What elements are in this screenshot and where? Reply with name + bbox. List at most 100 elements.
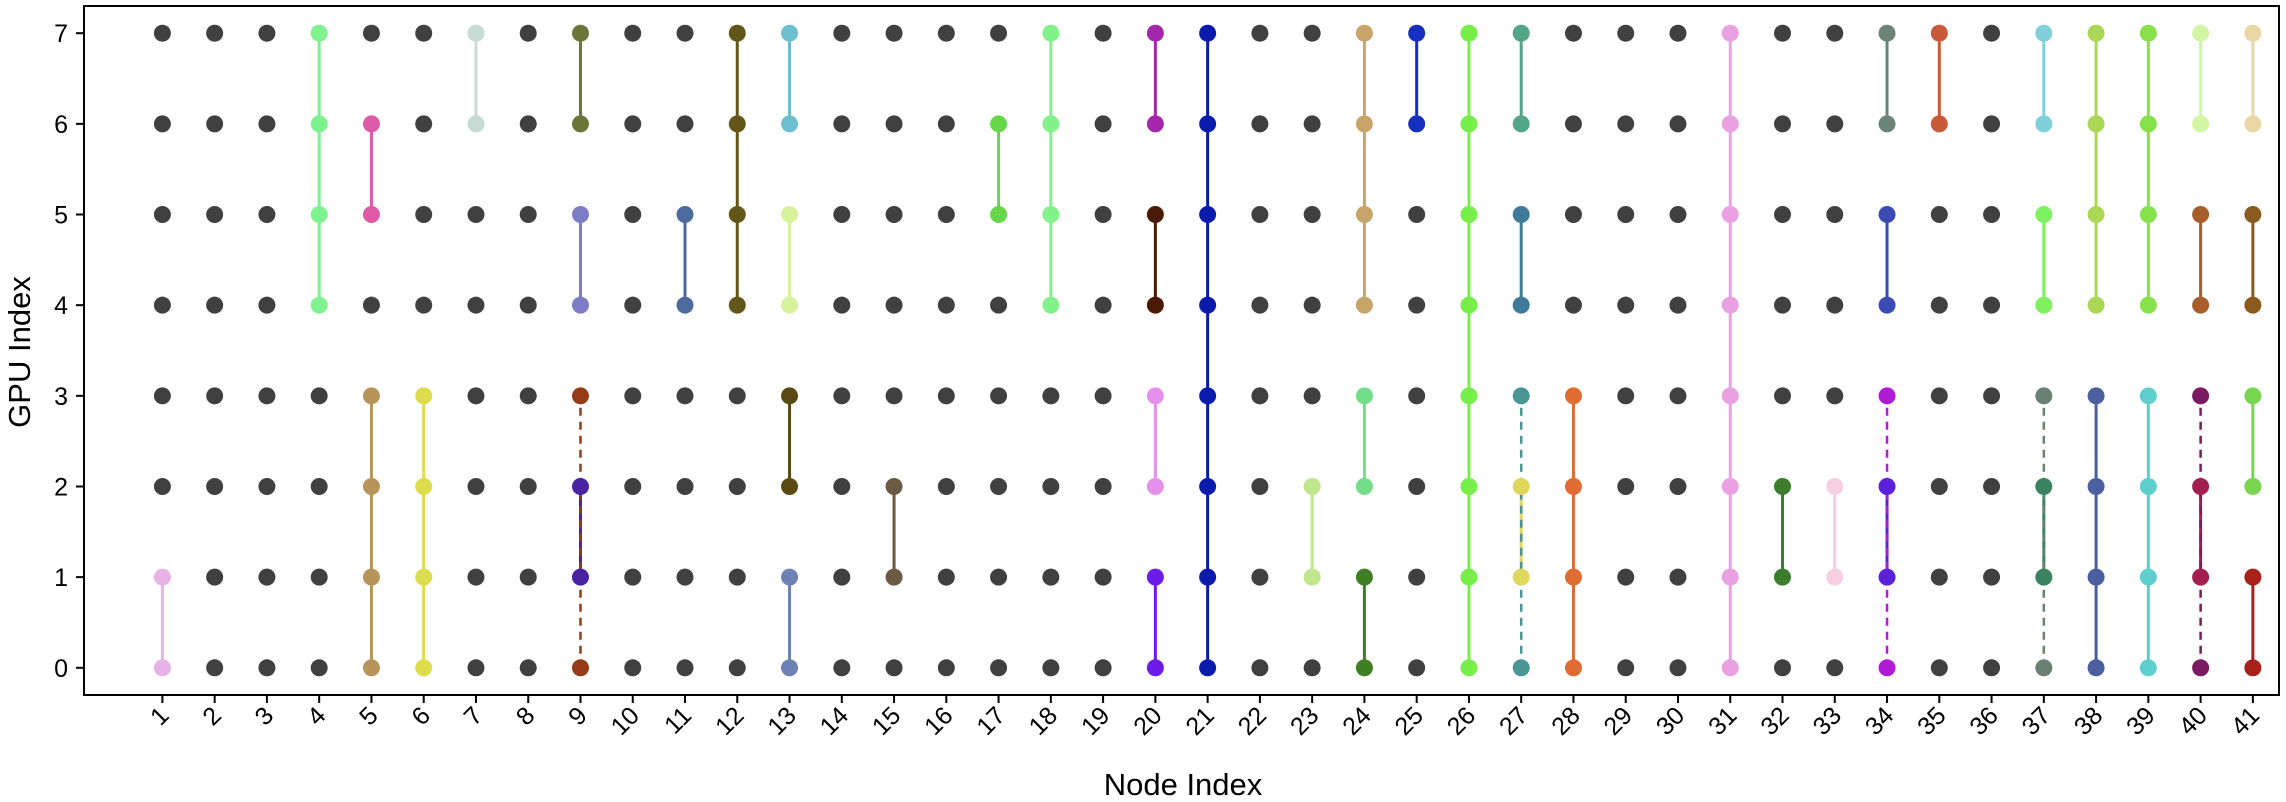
- allocated-gpu-point: [2192, 659, 2210, 677]
- x-tick-label: 40: [2173, 701, 2212, 740]
- x-tick-label: 38: [2069, 701, 2108, 740]
- idle-gpu-point: [258, 296, 276, 314]
- y-tick-label: 0: [54, 655, 68, 683]
- x-tick-label: 2: [197, 701, 227, 731]
- allocated-gpu-point: [1199, 568, 1217, 586]
- allocated-gpu-point: [2035, 568, 2053, 586]
- gpu-points: [153, 24, 2262, 677]
- idle-gpu-point: [1408, 206, 1426, 224]
- idle-gpu-point: [833, 206, 851, 224]
- idle-gpu-point: [153, 296, 171, 314]
- idle-gpu-point: [206, 659, 224, 677]
- idle-gpu-point: [1983, 568, 2001, 586]
- x-tick-label: 12: [710, 701, 749, 740]
- allocated-gpu-point: [310, 115, 328, 133]
- allocated-gpu-point: [2244, 24, 2262, 42]
- idle-gpu-point: [624, 24, 642, 42]
- idle-gpu-point: [728, 387, 746, 405]
- allocated-gpu-point: [2139, 659, 2157, 677]
- allocated-gpu-point: [1199, 24, 1217, 42]
- idle-gpu-point: [676, 387, 694, 405]
- allocated-gpu-point: [1146, 477, 1164, 495]
- idle-gpu-point: [1564, 206, 1582, 224]
- allocated-gpu-point: [1878, 387, 1896, 405]
- idle-gpu-point: [1408, 477, 1426, 495]
- allocated-gpu-point: [728, 296, 746, 314]
- allocated-gpu-point: [362, 206, 380, 224]
- allocated-gpu-point: [990, 115, 1008, 133]
- y-tick-label: 6: [54, 111, 68, 139]
- idle-gpu-point: [885, 206, 903, 224]
- idle-gpu-point: [206, 115, 224, 133]
- idle-gpu-point: [1042, 387, 1060, 405]
- allocated-gpu-point: [1460, 206, 1478, 224]
- allocated-gpu-point: [1826, 568, 1844, 586]
- allocated-gpu-point: [1199, 387, 1217, 405]
- x-tick-label: 19: [1076, 701, 1115, 740]
- idle-gpu-point: [206, 206, 224, 224]
- idle-gpu-point: [1303, 24, 1321, 42]
- idle-gpu-point: [467, 387, 485, 405]
- allocated-gpu-point: [1199, 659, 1217, 677]
- allocated-gpu-point: [310, 296, 328, 314]
- x-tick-label: 17: [971, 701, 1010, 740]
- allocated-gpu-point: [571, 659, 589, 677]
- allocated-gpu-point: [1878, 477, 1896, 495]
- idle-gpu-point: [1774, 206, 1792, 224]
- idle-gpu-point: [1669, 296, 1687, 314]
- allocated-gpu-point: [2035, 206, 2053, 224]
- idle-gpu-point: [1983, 477, 2001, 495]
- idle-gpu-point: [833, 477, 851, 495]
- idle-gpu-point: [467, 659, 485, 677]
- idle-gpu-point: [1251, 387, 1269, 405]
- allocated-gpu-point: [362, 115, 380, 133]
- idle-gpu-point: [258, 387, 276, 405]
- allocated-gpu-point: [2244, 477, 2262, 495]
- allocated-gpu-point: [571, 24, 589, 42]
- allocated-gpu-point: [362, 568, 380, 586]
- allocated-gpu-point: [467, 115, 485, 133]
- y-tick-label: 3: [54, 383, 68, 411]
- idle-gpu-point: [624, 659, 642, 677]
- idle-gpu-point: [1251, 296, 1269, 314]
- idle-gpu-point: [1930, 387, 1948, 405]
- allocated-gpu-point: [2087, 659, 2105, 677]
- allocated-gpu-point: [2035, 659, 2053, 677]
- idle-gpu-point: [1617, 115, 1635, 133]
- idle-gpu-point: [624, 206, 642, 224]
- idle-gpu-point: [1774, 387, 1792, 405]
- idle-gpu-point: [519, 659, 537, 677]
- allocated-gpu-point: [728, 24, 746, 42]
- allocated-gpu-point: [676, 206, 694, 224]
- allocated-gpu-point: [2192, 24, 2210, 42]
- allocated-gpu-point: [1146, 115, 1164, 133]
- idle-gpu-point: [1983, 659, 2001, 677]
- allocated-gpu-point: [2087, 206, 2105, 224]
- idle-gpu-point: [1564, 296, 1582, 314]
- x-tick-label: 14: [815, 701, 855, 741]
- idle-gpu-point: [885, 24, 903, 42]
- idle-gpu-point: [833, 115, 851, 133]
- idle-gpu-point: [1930, 568, 1948, 586]
- allocated-gpu-point: [571, 568, 589, 586]
- y-tick-label: 7: [54, 20, 68, 48]
- idle-gpu-point: [990, 387, 1008, 405]
- allocated-gpu-point: [2087, 115, 2105, 133]
- allocated-gpu-point: [1564, 568, 1582, 586]
- idle-gpu-point: [206, 568, 224, 586]
- idle-gpu-point: [676, 568, 694, 586]
- allocated-gpu-point: [2087, 387, 2105, 405]
- plot-frame: [83, 5, 2280, 696]
- allocated-gpu-point: [2244, 387, 2262, 405]
- x-axis-label: Node Index: [1104, 767, 1263, 802]
- x-tick-label: 8: [511, 701, 541, 731]
- allocated-gpu-point: [571, 477, 589, 495]
- allocated-gpu-point: [1199, 115, 1217, 133]
- x-tick-label: 10: [606, 701, 645, 740]
- idle-gpu-point: [1251, 477, 1269, 495]
- idle-gpu-point: [1617, 296, 1635, 314]
- allocated-gpu-point: [2087, 477, 2105, 495]
- idle-gpu-point: [1930, 296, 1948, 314]
- idle-gpu-point: [467, 296, 485, 314]
